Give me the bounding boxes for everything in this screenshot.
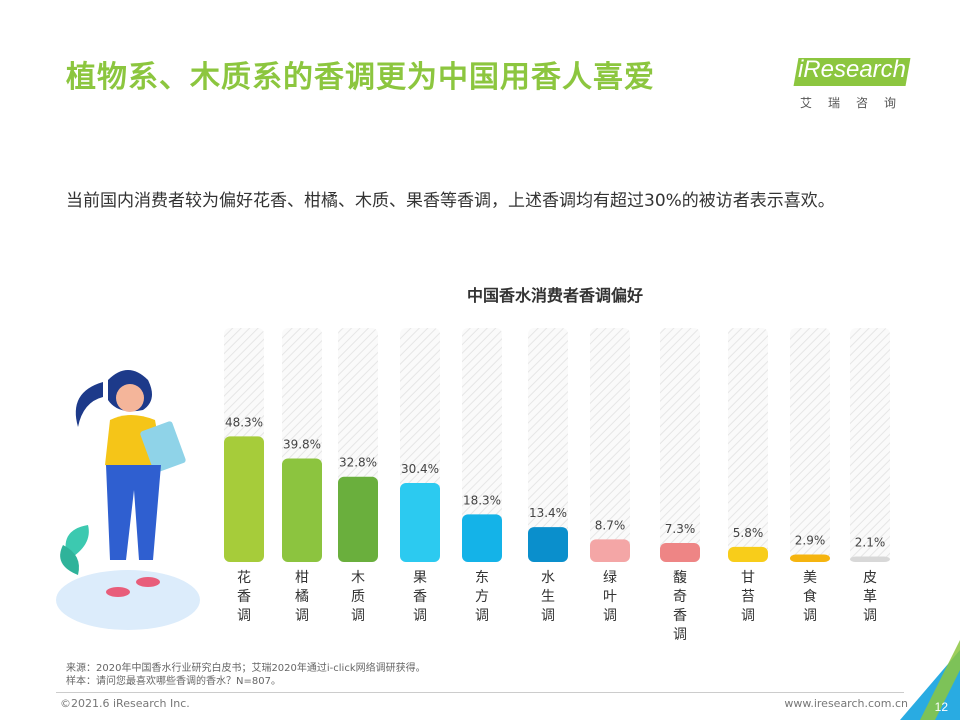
data-label: 48.3% — [225, 415, 263, 429]
woman-with-clipboard-illustration — [56, 370, 200, 630]
bar — [728, 546, 768, 562]
summary-text: 当前国内消费者较为偏好花香、柑橘、木质、果香等香调，上述香调均有超过30%的被访… — [66, 191, 835, 211]
category-label: 花香调 — [237, 570, 251, 624]
category-label: 馥奇香调 — [673, 569, 687, 643]
sample-note: 样本：请问您最喜欢哪些香调的香水？N=807。 — [66, 676, 281, 687]
corner-decoration — [900, 640, 960, 720]
bar — [590, 539, 630, 562]
bar-background — [728, 328, 768, 562]
data-label: 13.4% — [529, 506, 567, 520]
bar — [282, 458, 322, 562]
bar — [850, 556, 890, 562]
category-label: 水生调 — [541, 570, 555, 624]
category-label: 果香调 — [413, 570, 427, 624]
data-label: 8.7% — [595, 518, 626, 532]
copyright: ©2021.6 iResearch Inc. — [60, 697, 190, 710]
data-label: 32.8% — [339, 456, 377, 470]
category-label: 美食调 — [803, 570, 817, 624]
data-label: 18.3% — [463, 493, 501, 507]
data-label: 7.3% — [665, 522, 696, 536]
bar — [790, 554, 830, 562]
data-label: 2.9% — [795, 533, 826, 547]
bar — [660, 543, 700, 562]
category-label: 东方调 — [475, 570, 489, 624]
bar-background — [528, 328, 568, 562]
data-label: 30.4% — [401, 462, 439, 476]
category-label: 木质调 — [351, 570, 365, 624]
bar-background — [790, 328, 830, 562]
website-link[interactable]: www.iresearch.com.cn — [784, 697, 908, 710]
bar — [338, 476, 378, 562]
chart-title: 中国香水消费者香调偏好 — [466, 286, 643, 305]
bar-background — [590, 328, 630, 562]
data-label: 39.8% — [283, 438, 321, 452]
category-label: 绿叶调 — [603, 570, 617, 624]
bar-background — [660, 328, 700, 562]
bar — [400, 482, 440, 562]
footnotes: 来源：2020年中国香水行业研究白皮书；艾瑞2020年通过i-click网络调研… — [66, 662, 426, 688]
bar — [462, 514, 502, 562]
bar-background — [850, 328, 890, 562]
category-label: 柑橘调 — [295, 570, 309, 624]
footer-divider — [56, 692, 904, 693]
page-number: 12 — [934, 700, 948, 714]
iresearch-logo: iResearch 艾瑞咨询 — [790, 50, 920, 114]
page-title: 植物系、木质系的香调更为中国用香人喜爱 — [66, 60, 655, 95]
category-label: 甘苔调 — [741, 570, 755, 624]
bar — [224, 436, 264, 562]
bar — [528, 527, 568, 562]
data-label: 2.1% — [855, 536, 886, 550]
category-label: 皮革调 — [863, 570, 877, 624]
source-note: 来源：2020年中国香水行业研究白皮书；艾瑞2020年通过i-click网络调研… — [66, 663, 426, 674]
data-label: 5.8% — [733, 526, 764, 540]
logo-subtitle: 艾瑞咨询 — [799, 96, 912, 110]
bar-background — [462, 328, 502, 562]
logo-brand: iResearch — [797, 56, 907, 83]
